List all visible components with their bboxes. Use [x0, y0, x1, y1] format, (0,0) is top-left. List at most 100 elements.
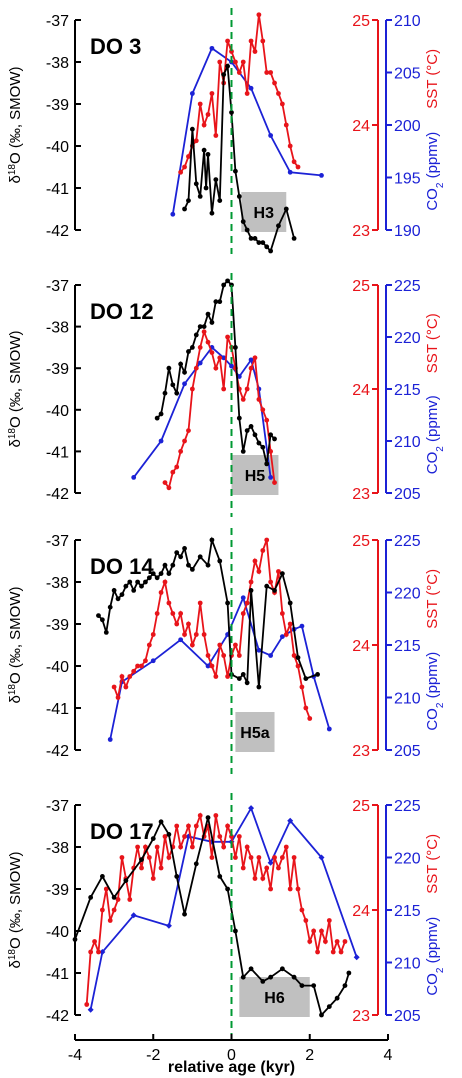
d18o-point: [205, 311, 211, 317]
d18o-point: [96, 613, 101, 618]
d18o-point: [279, 966, 285, 972]
sst-axis-label: SST (°C): [424, 569, 441, 629]
sst-point: [162, 579, 168, 585]
sst-point: [330, 949, 336, 955]
panel-do-17: -37 -38 -39 -40 -41 -42 δ18O (‰, SMOW) 25 24 23 22…: [7, 793, 446, 1039]
sst-point: [295, 663, 301, 669]
left-tick-label: -41: [46, 966, 69, 983]
sst-point: [248, 579, 254, 585]
co2-axis-label: CO2 (ppmv): [424, 395, 446, 474]
sst-point: [303, 705, 309, 711]
sst-point: [162, 834, 168, 839]
co2-point: [287, 169, 293, 175]
panel-title: DO 12: [90, 299, 154, 324]
sst-tick-label: 24: [352, 638, 370, 655]
sst-point: [209, 350, 215, 355]
left-tick-label: -39: [46, 97, 69, 114]
d18o-point: [88, 895, 94, 900]
d18o-point: [268, 248, 274, 254]
d18o-point: [135, 579, 141, 585]
sst-point: [256, 855, 262, 860]
d18o-point: [127, 579, 133, 585]
co2-point: [150, 658, 156, 664]
d18o-point: [205, 562, 211, 568]
sst-point: [186, 154, 191, 159]
sst-point: [119, 674, 125, 679]
d18o-point: [111, 895, 117, 900]
sst-point: [291, 159, 297, 165]
co2-point: [353, 954, 360, 961]
sst-point: [276, 865, 281, 871]
d18o-point: [291, 974, 297, 980]
sst-point: [99, 907, 105, 913]
co2-tick-label: 205: [394, 1008, 421, 1025]
d18o-point: [287, 600, 293, 606]
sst-tick-label: 25: [352, 13, 370, 30]
co2-tick-label: 220: [394, 586, 421, 603]
d18o-point: [240, 672, 246, 677]
y-axis-label-d18o: δ18O (‰, SMOW): [7, 67, 25, 184]
sst-point: [236, 834, 242, 839]
sst-point: [96, 949, 101, 955]
d18o-point: [182, 546, 187, 551]
left-tick-label: -39: [46, 617, 69, 634]
left-tick-label: -42: [46, 1008, 69, 1025]
sst-tick-label: 23: [352, 486, 370, 503]
d18o-point: [268, 974, 274, 980]
sst-point: [295, 886, 301, 892]
sst-point: [272, 480, 277, 485]
co2-line: [109, 595, 331, 740]
co2-point: [107, 737, 113, 742]
sst-point: [252, 355, 258, 361]
sst-point: [139, 663, 144, 669]
d18o-point: [158, 411, 164, 417]
sst-point: [88, 949, 94, 955]
d18o-point: [221, 282, 227, 288]
sst-point: [236, 70, 242, 75]
sst-tick-label: 23: [352, 743, 370, 760]
sst-point: [240, 865, 246, 871]
sst-point: [225, 334, 230, 340]
sst-point: [162, 480, 168, 485]
sst-point: [240, 611, 246, 616]
sst-point: [178, 169, 184, 175]
d18o-point: [276, 223, 281, 229]
d18o-point: [260, 240, 266, 246]
d18o-point: [174, 874, 180, 879]
sst-point: [186, 823, 191, 829]
d18o-point: [233, 928, 238, 934]
sst-point: [119, 855, 125, 860]
sst-tick-label: 23: [352, 223, 370, 240]
event-box: [239, 977, 310, 1017]
sst-point: [272, 855, 277, 860]
panel-do-14: -37 -38 -39 -40 -41 -42 δ18O (‰, SMOW) 25 24 23 22…: [7, 528, 446, 774]
d18o-point: [303, 676, 309, 681]
sst-point: [182, 164, 187, 170]
sst-point: [205, 112, 211, 117]
co2-axis-label: CO2 (ppmv): [424, 132, 446, 211]
d18o-point: [205, 815, 211, 820]
panel-title: DO 3: [90, 34, 141, 59]
sst-point: [186, 621, 191, 627]
d18o-point: [260, 444, 266, 450]
d18o-point: [217, 299, 223, 305]
sst-point: [287, 886, 293, 892]
sst-point: [217, 59, 223, 65]
sst-point: [264, 417, 270, 423]
d18o-point: [203, 185, 209, 191]
sst-point: [178, 449, 184, 454]
sst-point: [154, 844, 160, 850]
sst-point: [197, 345, 203, 350]
sst-point: [225, 674, 230, 679]
sst-tick-label: 25: [352, 533, 370, 550]
d18o-point: [139, 583, 144, 589]
sst-point: [205, 653, 211, 658]
sst-point: [193, 365, 199, 371]
co2-point: [319, 173, 324, 178]
d18o-point: [225, 63, 230, 69]
sst-point: [244, 91, 250, 96]
d18o-point: [143, 579, 148, 585]
d18o-point: [103, 630, 109, 635]
sst-point: [279, 611, 285, 616]
sst-point: [240, 59, 246, 65]
